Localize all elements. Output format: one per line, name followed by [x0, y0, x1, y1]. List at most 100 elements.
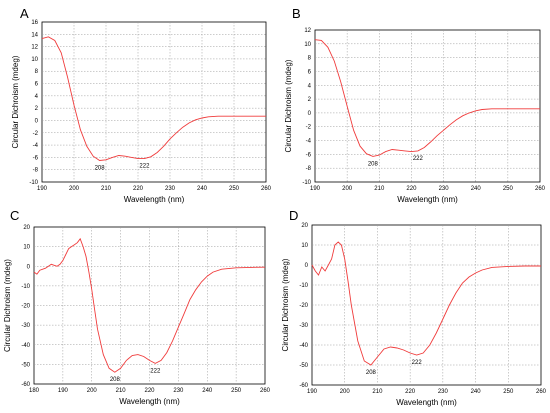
panel-a-x-tick-label: 220 [133, 186, 144, 192]
panel-d-y-tick-label: -60 [299, 383, 308, 389]
panel-a-y-tick-label: -2 [33, 131, 39, 137]
panel-a-x-axis-title: Wavelength (nm) [124, 195, 185, 204]
panel-c-y-tick-label: -30 [21, 323, 30, 329]
panel-d-x-tick-label: 190 [307, 389, 318, 395]
panel-c-x-tick-label: 220 [144, 388, 155, 394]
panel-c-y-tick-label: -50 [21, 362, 30, 368]
panel-a-y-tick-label: 12 [31, 45, 38, 51]
panel-d: D 190 200 210 220 230 240 250 260 -60 -50 -40 -30 -20… [281, 208, 547, 407]
panel-b-x-tick-label: 230 [439, 186, 450, 192]
panel-a: A 190 200 210 220 230 240 250 260 -10 -8 -6 -4 -2 0 2 4 6… [11, 6, 272, 204]
panel-b-cd-curve [314, 39, 540, 157]
panel-b-y-tick-label: 4 [308, 83, 312, 89]
panel-d-y-tick-label: -20 [299, 303, 308, 309]
panel-a-y-tick-label: -10 [29, 180, 38, 186]
panel-a-y-tick-label: 8 [35, 69, 39, 75]
panel-c-y-axis-title: Circular Dichroism (mdeg) [3, 259, 12, 352]
panel-c-x-tick-label: 180 [29, 388, 40, 394]
panel-c-y-tick-label: -20 [21, 304, 30, 310]
panel-d-y-tick-label: -30 [299, 323, 308, 329]
panel-c-y-tick-label: 0 [27, 264, 31, 270]
panel-d-cd-curve [311, 241, 541, 366]
panel-d-x-tick-label: 250 [503, 389, 514, 395]
panel-a-x-tick-label: 240 [197, 186, 208, 192]
panel-d-y-tick-label: 0 [305, 263, 309, 269]
panel-a-y-tick-label: -8 [33, 168, 39, 174]
panel-a-letter: A [20, 6, 29, 21]
panel-b-y-tick-label: 6 [308, 69, 312, 75]
panel-d-x-tick-label: 210 [372, 389, 383, 395]
panel-a-y-tick-label: -4 [33, 143, 39, 149]
panel-a-y-tick-label: 6 [35, 82, 39, 88]
panel-c-x-tick-label: 250 [231, 388, 242, 394]
panel-d-y-tick-label: -40 [299, 343, 308, 349]
panel-a-x-tick-label: 210 [101, 186, 112, 192]
panel-c-x-tick-label: 200 [87, 388, 98, 394]
panel-d-x-tick-label: 230 [438, 389, 449, 395]
panel-a-y-tick-label: 14 [31, 32, 38, 38]
panel-d-minimum-label: 208 [366, 370, 377, 376]
panel-c-cd-curve [33, 237, 266, 373]
panel-b-minimum-label: 208 [368, 161, 379, 167]
panel-d-letter: D [289, 208, 298, 223]
panel-c-minimum-label: 222 [150, 368, 161, 374]
panel-c-x-tick-label: 210 [116, 388, 127, 394]
panel-b-y-tick-label: -8 [306, 166, 312, 172]
panel-a-minimum-label: 208 [95, 165, 106, 171]
panel-b-x-tick-label: 210 [374, 186, 385, 192]
panel-b-y-tick-label: 0 [308, 111, 312, 117]
panel-a-y-axis-title: Circular Dichroism (mdeg) [11, 55, 20, 148]
panel-a-plot-area [41, 21, 267, 183]
panel-c-y-tick-label: -60 [21, 382, 30, 388]
panel-b-y-tick-label: -10 [302, 180, 311, 186]
panel-d-y-tick-label: -50 [299, 363, 308, 369]
panel-c-x-axis-title: Wavelength (nm) [119, 397, 180, 406]
panel-a-x-tick-label: 200 [69, 186, 80, 192]
panel-d-minimum-label: 222 [412, 360, 423, 366]
panel-d-y-tick-label: -10 [299, 283, 308, 289]
panel-c-letter: C [10, 208, 19, 223]
panel-b-x-tick-label: 260 [535, 186, 546, 192]
panel-c-x-tick-label: 230 [173, 388, 184, 394]
panel-a-y-tick-label: 2 [35, 106, 39, 112]
panel-b-letter: B [292, 6, 301, 21]
panel-b-y-tick-label: -6 [306, 152, 312, 158]
panel-c-x-tick-label: 190 [58, 388, 69, 394]
panel-b-x-tick-label: 220 [406, 186, 417, 192]
panel-b: B 190 200 210 220 230 240 250 260 -10 -8 -6 -4 -2 0 2 4 6… [284, 6, 546, 204]
panel-d-x-tick-label: 240 [471, 389, 482, 395]
panel-b-y-axis-title: Circular Dichroism (mdeg) [284, 59, 293, 152]
panel-b-y-tick-label: -2 [306, 125, 312, 131]
panel-a-x-tick-label: 250 [229, 186, 240, 192]
panel-b-y-tick-label: 8 [308, 56, 312, 62]
panel-c-y-tick-label: 10 [23, 245, 30, 251]
panel-d-x-axis-title: Wavelength (nm) [396, 398, 457, 407]
panel-d-x-tick-label: 220 [405, 389, 416, 395]
panel-d-y-axis-title: Circular Dichroism (mdeg) [281, 258, 290, 351]
panel-a-y-tick-label: 16 [31, 20, 38, 26]
panel-a-minimum-label: 222 [139, 164, 150, 170]
panel-d-y-tick-label: 10 [301, 243, 308, 249]
panel-c-y-tick-label: -40 [21, 343, 30, 349]
panel-a-x-tick-label: 190 [37, 186, 48, 192]
panel-a-y-tick-label: -6 [33, 155, 39, 161]
panel-b-plot-area [314, 29, 541, 183]
panel-a-cd-curve [41, 36, 266, 161]
panel-d-x-tick-label: 200 [340, 389, 351, 395]
panel-b-y-tick-label: 10 [304, 42, 311, 48]
panel-c-x-tick-label: 260 [260, 388, 271, 394]
panel-a-y-tick-label: 10 [31, 57, 38, 63]
panel-b-x-tick-label: 240 [471, 186, 482, 192]
panel-a-x-tick-label: 260 [261, 186, 272, 192]
panel-c-y-tick-label: 20 [23, 225, 30, 231]
panel-d-x-tick-label: 260 [536, 389, 547, 395]
panel-b-minimum-label: 222 [413, 156, 424, 162]
panel-b-y-tick-label: 2 [308, 97, 312, 103]
panel-b-x-tick-label: 190 [310, 186, 321, 192]
panel-b-x-tick-label: 200 [342, 186, 353, 192]
panel-c-x-tick-label: 240 [202, 388, 213, 394]
panel-a-y-tick-label: 4 [35, 94, 39, 100]
panel-b-x-axis-title: Wavelength (nm) [397, 195, 458, 204]
